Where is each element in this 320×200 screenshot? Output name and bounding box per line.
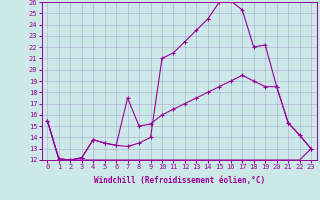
X-axis label: Windchill (Refroidissement éolien,°C): Windchill (Refroidissement éolien,°C) — [94, 176, 265, 185]
